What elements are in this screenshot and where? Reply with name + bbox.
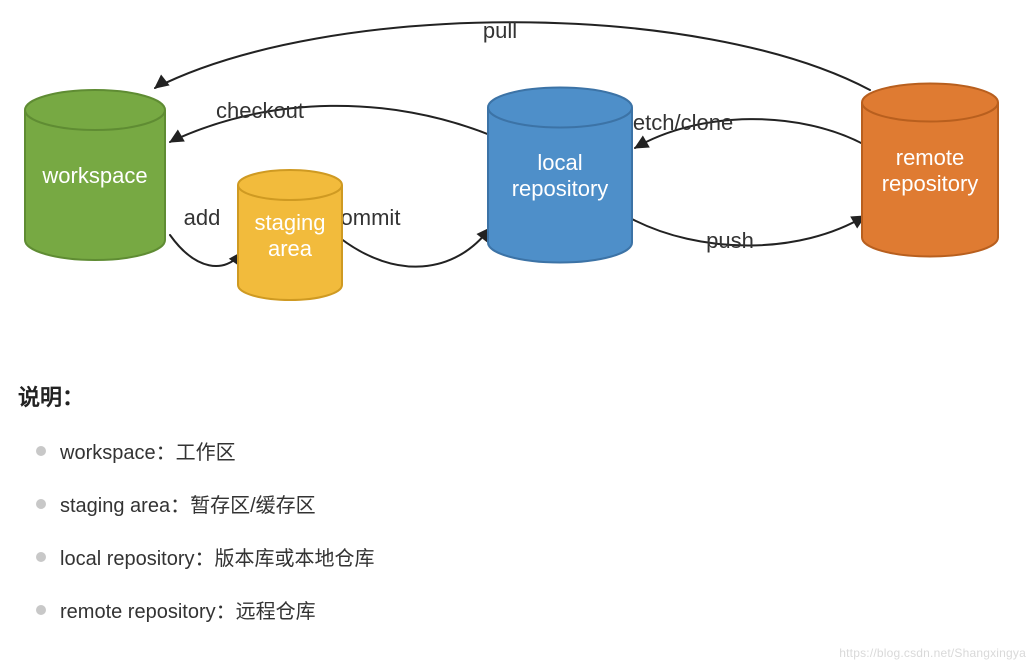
arrow-add: add xyxy=(170,205,242,266)
cylinder-label-local: local xyxy=(537,150,582,175)
legend-item: local repository：版本库或本地仓库 xyxy=(18,542,918,571)
legend-item-text: remote repository：远程仓库 xyxy=(60,595,316,624)
legend-item-text: staging area：暂存区/缓存区 xyxy=(60,489,316,518)
cylinder-label-staging: area xyxy=(268,236,313,261)
arrow-label-pull: pull xyxy=(483,18,517,43)
cylinder-remote: remoterepository xyxy=(862,84,998,257)
arrow-fetch: fetch/clone xyxy=(627,110,865,148)
arrow-checkout: checkout xyxy=(170,98,490,142)
cylinder-label-remote: repository xyxy=(882,171,979,196)
cylinder-label-staging: staging xyxy=(255,210,326,235)
cylinder-workspace: workspace xyxy=(25,90,165,260)
legend-title: 说明： xyxy=(18,380,918,412)
cylinder-label-workspace: workspace xyxy=(41,163,147,188)
arrow-push: push xyxy=(630,216,865,253)
bullet-icon xyxy=(36,499,46,509)
legend-item: staging area：暂存区/缓存区 xyxy=(18,489,918,518)
bullet-icon xyxy=(36,552,46,562)
arrow-label-push: push xyxy=(706,228,754,253)
git-flow-diagram: add commit checkout pull fetch/clone push wor… xyxy=(0,0,1034,360)
legend-item: workspace：工作区 xyxy=(18,436,918,465)
arrow-pull: pull xyxy=(155,18,870,90)
arrow-label-fetch: fetch/clone xyxy=(627,110,733,135)
cylinder-label-remote: remote xyxy=(896,145,964,170)
cylinder-local: localrepository xyxy=(488,88,632,263)
cylinder-staging: stagingarea xyxy=(238,170,342,300)
legend: 说明： workspace：工作区 staging area：暂存区/缓存区 loc… xyxy=(18,380,918,648)
legend-item-text: workspace：工作区 xyxy=(60,436,236,465)
cylinder-label-local: repository xyxy=(512,176,609,201)
legend-item: remote repository：远程仓库 xyxy=(18,595,918,624)
arrow-label-checkout: checkout xyxy=(216,98,304,123)
watermark-text: https://blog.csdn.net/Shangxingya xyxy=(839,646,1026,660)
bullet-icon xyxy=(36,446,46,456)
bullet-icon xyxy=(36,605,46,615)
page: add commit checkout pull fetch/clone push wor… xyxy=(0,0,1034,666)
legend-item-text: local repository：版本库或本地仓库 xyxy=(60,542,375,571)
arrow-label-add: add xyxy=(184,205,221,230)
arrow-commit: commit xyxy=(330,205,490,267)
